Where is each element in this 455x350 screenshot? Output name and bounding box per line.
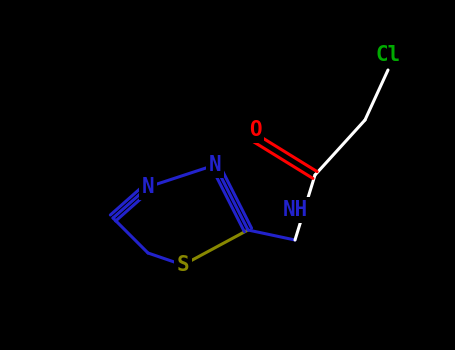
Text: S: S bbox=[177, 255, 189, 275]
Text: NH: NH bbox=[283, 200, 308, 220]
Text: O: O bbox=[249, 120, 261, 140]
Text: Cl: Cl bbox=[375, 45, 400, 65]
Text: N: N bbox=[209, 155, 221, 175]
Text: N: N bbox=[142, 177, 154, 197]
